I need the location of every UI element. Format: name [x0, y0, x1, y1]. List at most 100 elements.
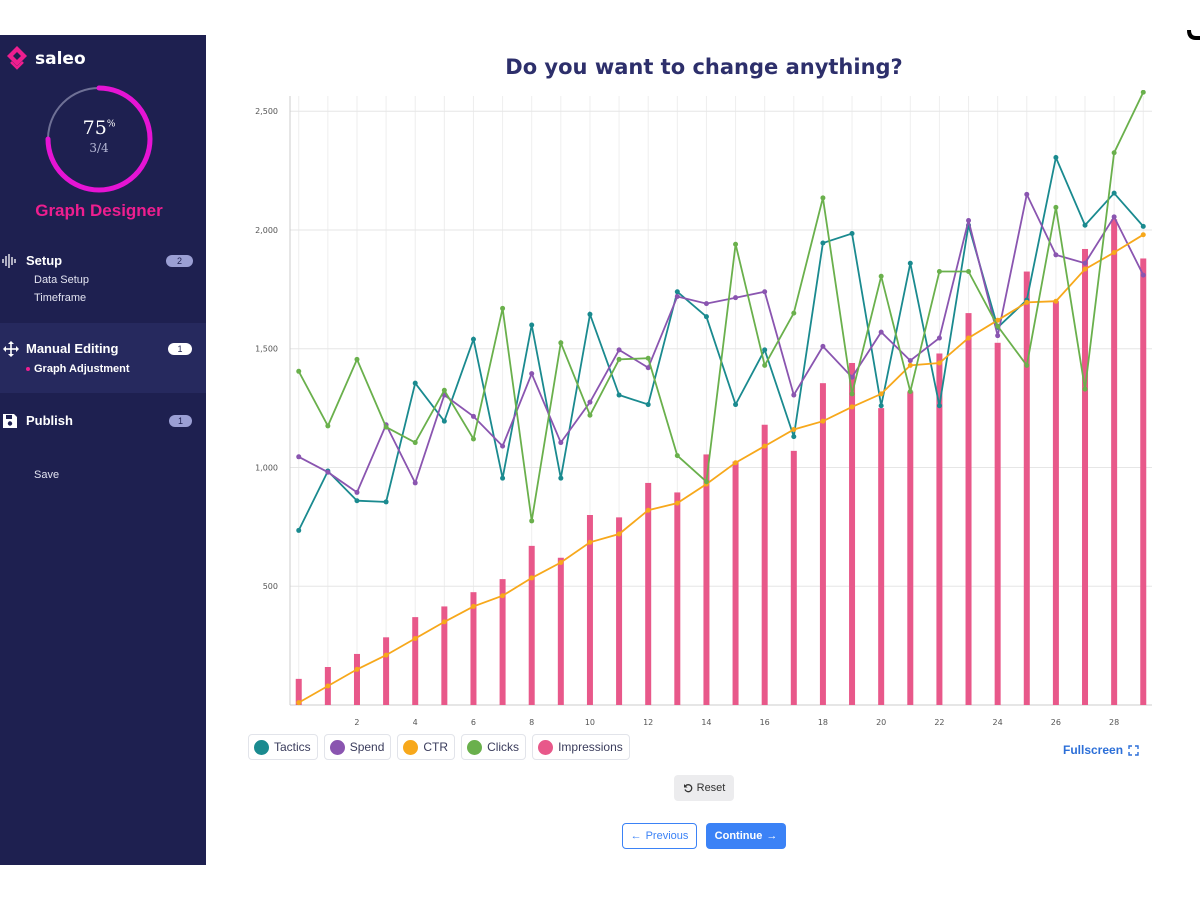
- point-ctr: [354, 666, 360, 672]
- bar-impressions: [674, 492, 681, 705]
- bar-impressions: [645, 482, 652, 705]
- bar-impressions: [761, 424, 768, 705]
- point-spend: [1024, 191, 1030, 197]
- series-line-spend: [298, 191, 1145, 494]
- legend-item-spend[interactable]: Spend: [323, 734, 392, 760]
- point-ctr: [296, 700, 302, 706]
- fullscreen-button[interactable]: Fullscreen: [1063, 743, 1139, 757]
- point-tactics: [733, 402, 739, 408]
- point-ctr: [674, 500, 680, 506]
- bar-impressions: [1023, 271, 1030, 705]
- point-spend: [878, 329, 884, 335]
- y-tick-label: 2,000: [255, 226, 278, 235]
- y-tick-label: 2,500: [255, 107, 278, 116]
- point-clicks: [878, 273, 884, 279]
- point-ctr: [849, 404, 855, 410]
- bar-impressions: [1111, 219, 1118, 705]
- legend-label: Clicks: [487, 740, 520, 754]
- previous-label: Previous: [645, 830, 689, 842]
- point-clicks: [791, 310, 797, 316]
- bar-impressions: [383, 637, 390, 705]
- point-spend: [703, 301, 709, 307]
- point-spend: [616, 347, 622, 353]
- point-ctr: [966, 335, 972, 341]
- point-tactics: [878, 403, 884, 409]
- point-spend: [907, 358, 913, 364]
- bar-impressions: [936, 353, 943, 705]
- point-clicks: [1024, 362, 1030, 368]
- point-ctr: [1024, 299, 1030, 305]
- bar-impressions: [878, 408, 885, 705]
- saleo-logo-icon: [7, 46, 27, 70]
- nav-section-publish[interactable]: Publish 1 Save: [0, 413, 206, 481]
- point-tactics: [383, 499, 389, 505]
- legend-swatch: [538, 739, 554, 755]
- point-spend: [325, 469, 331, 475]
- point-clicks: [703, 479, 709, 485]
- legend-item-tactics[interactable]: Tactics: [248, 734, 318, 760]
- point-spend: [558, 440, 564, 446]
- point-clicks: [587, 412, 593, 418]
- legend-label: Tactics: [274, 740, 311, 754]
- x-tick-label: 4: [413, 718, 418, 727]
- legend-item-ctr[interactable]: CTR: [397, 734, 456, 760]
- x-tick-label: 10: [585, 718, 595, 727]
- previous-button[interactable]: ← Previous: [622, 823, 697, 849]
- x-tick-label: 8: [529, 718, 534, 727]
- page-title: Do you want to change anything?: [505, 55, 903, 79]
- undo-icon: [683, 784, 692, 793]
- bar-impressions: [1140, 258, 1147, 705]
- point-tactics: [791, 434, 797, 440]
- point-ctr: [1082, 266, 1088, 272]
- nav-item-graph-adjustment[interactable]: Graph Adjustment: [26, 363, 130, 375]
- bar-impressions: [441, 606, 448, 705]
- nav-item-data-setup[interactable]: Data Setup: [34, 274, 90, 286]
- nav-item-save[interactable]: Save: [34, 469, 60, 481]
- point-clicks: [674, 453, 680, 459]
- point-spend: [936, 335, 942, 341]
- point-ctr: [936, 360, 942, 366]
- point-spend: [296, 454, 302, 460]
- point-clicks: [383, 424, 389, 430]
- nav-section-setup[interactable]: Setup 2 Data Setup Timeframe: [0, 253, 206, 313]
- point-tactics: [849, 231, 855, 237]
- point-clicks: [820, 195, 826, 201]
- sidebar: saleo 75% 3/4 Graph Designer Setup 2 Dat…: [0, 35, 206, 865]
- point-clicks: [325, 423, 331, 429]
- point-clicks: [470, 436, 476, 442]
- point-clicks: [645, 355, 651, 361]
- point-tactics: [703, 314, 709, 320]
- bar-impressions: [849, 362, 856, 705]
- x-tick-label: 26: [1051, 718, 1061, 727]
- reset-button[interactable]: Reset: [674, 775, 734, 801]
- bar-impressions: [295, 678, 302, 705]
- point-ctr: [995, 317, 1001, 323]
- point-spend: [412, 480, 418, 486]
- nav-section-manual-editing[interactable]: Manual Editing 1 Graph Adjustment: [0, 323, 206, 393]
- nav-manual-badge: 1: [168, 343, 192, 355]
- continue-button[interactable]: Continue →: [706, 823, 786, 849]
- nav-publish-label: Publish: [26, 413, 73, 428]
- nav-publish-badge: 1: [169, 415, 192, 427]
- point-tactics: [500, 475, 506, 481]
- x-tick-label: 6: [471, 718, 476, 727]
- series-line-ctr: [298, 233, 1144, 704]
- point-ctr: [441, 619, 447, 625]
- point-tactics: [1140, 223, 1146, 229]
- nav-setup-label: Setup: [26, 253, 63, 268]
- legend-item-clicks[interactable]: Clicks: [461, 734, 527, 760]
- point-spend: [733, 295, 739, 301]
- legend-swatch: [329, 739, 345, 755]
- brand[interactable]: saleo: [5, 44, 86, 74]
- point-ctr: [616, 531, 622, 537]
- nav-item-timeframe[interactable]: Timeframe: [34, 292, 87, 304]
- progress-ring-fill: [45, 85, 153, 193]
- bar-impressions: [470, 592, 477, 705]
- point-tactics: [820, 240, 826, 246]
- legend-item-impressions[interactable]: Impressions: [532, 734, 630, 760]
- point-spend: [966, 217, 972, 223]
- x-tick-label: 12: [643, 718, 653, 727]
- point-ctr: [500, 593, 506, 599]
- y-tick-label: 1,000: [255, 463, 278, 472]
